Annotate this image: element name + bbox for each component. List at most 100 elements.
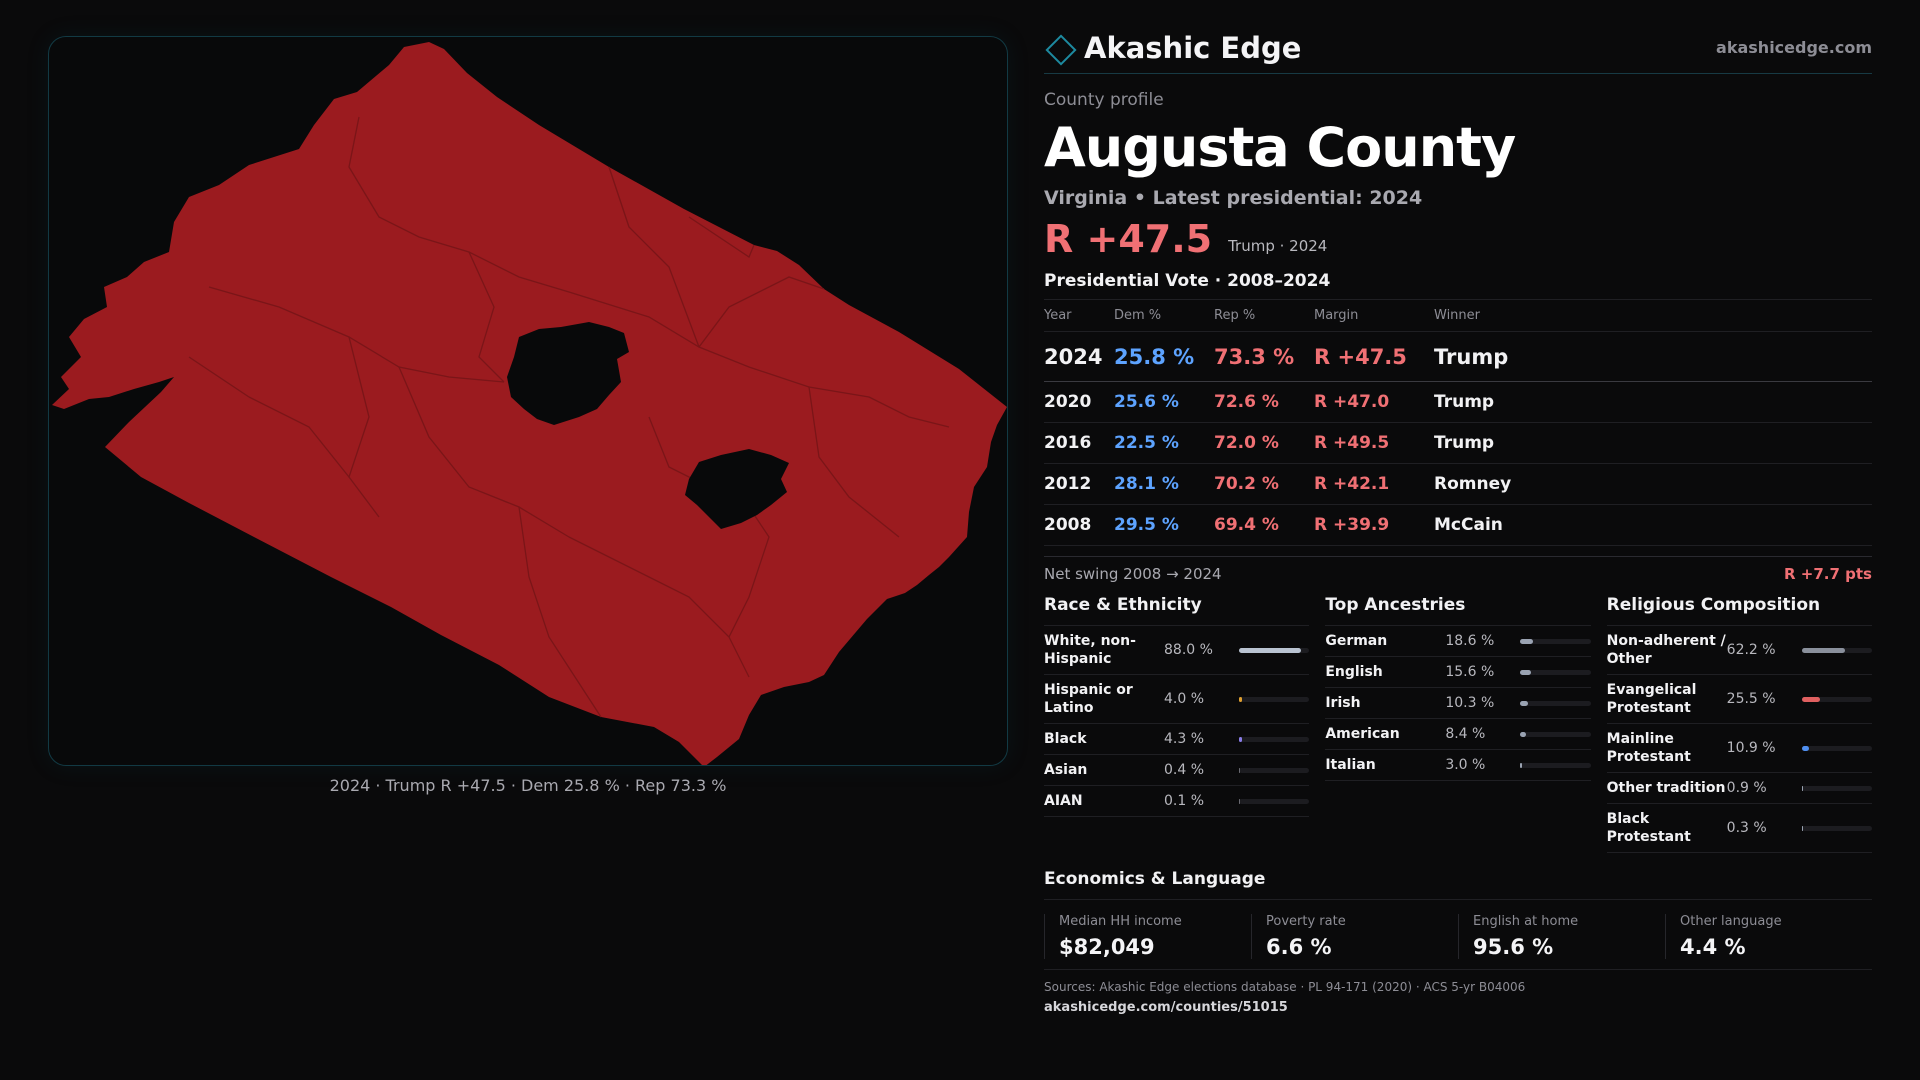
stat-label: German [1325,633,1388,649]
county-map-svg [52,42,1007,765]
stat-card-value: 4.4 % [1680,935,1746,959]
stat-value: 10.3 % [1445,695,1495,711]
stat-card: Poverty rate 6.6 % [1251,914,1458,959]
vote-section-title: Presidential Vote · 2008–2024 [1044,271,1331,291]
net-swing: Net swing 2008 → 2024 R +7.7 pts [1044,556,1872,583]
vote-table-header: Year Dem % Rep % Margin Winner [1044,299,1872,332]
col-year: Year [1044,299,1114,332]
cell-year: 2016 [1044,422,1114,464]
stat-value: 0.4 % [1164,762,1205,778]
stat-label: Irish [1325,695,1361,711]
stat-bar-fill [1520,669,1532,675]
stat-value: 10.9 % [1726,740,1776,756]
stat-bar-fill [1239,647,1301,653]
map-caption: 2024 · Trump R +47.5 · Dem 25.8 % · Rep … [329,776,727,795]
stat-label: Other tradition [1606,780,1726,796]
stat-value: 4.3 % [1164,731,1205,747]
stat-value: 25.5 % [1726,691,1776,707]
stat-row: Hispanic or Latino 4.0 % [1044,675,1310,724]
stat-row: Asian 0.4 % [1044,755,1310,786]
stat-label: American [1325,726,1400,742]
stat-card-label: Median HH income [1059,914,1182,929]
race-rows: White, non-Hispanic 88.0 % Hispanic or Lat… [1044,626,1310,817]
col-dem: Dem % [1114,299,1214,332]
stat-row: Mainline Protestant 10.9 % [1606,724,1872,773]
stat-value: 15.6 % [1445,664,1495,680]
stat-row: White, non-Hispanic 88.0 % [1044,626,1310,675]
county-map [48,36,1008,766]
stat-row: English 15.6 % [1325,657,1591,688]
stat-row: Black Protestant 0.3 % [1606,804,1872,853]
demographics: Race & Ethnicity White, non-Hispanic 88.0… [1044,595,1872,853]
ancestry-section: Top Ancestries German 18.6 % English 15.6 %… [1325,595,1591,853]
cell-winner: Trump [1434,422,1872,464]
stat-row: Irish 10.3 % [1325,688,1591,719]
stat-bar-fill [1239,696,1242,702]
stat-card-label: English at home [1473,914,1579,929]
table-row: 2016 22.5 % 72.0 % R +49.5 Trump [1044,422,1872,464]
stat-bar-track [1801,647,1872,653]
stat-value: 3.0 % [1445,757,1486,773]
independent-city-staunton [507,322,629,425]
brand-url[interactable]: akashicedge.com [1716,38,1872,57]
cell-winner: Trump [1434,381,1872,423]
stat-bar-fill [1520,731,1527,737]
stat-label: Mainline Protestant [1606,731,1691,765]
table-row: 2012 28.1 % 70.2 % R +42.1 Romney [1044,463,1872,505]
stat-value: 0.1 % [1164,793,1205,809]
headline-result: R +47.5 Trump · 2024 [1044,217,1872,261]
cell-rep: 70.2 % [1214,463,1314,505]
cell-year: 2008 [1044,504,1114,546]
stat-value: 4.0 % [1164,691,1205,707]
stat-value: 62.2 % [1726,642,1776,658]
stat-bar-fill [1801,696,1820,702]
cell-winner: Trump [1434,331,1872,382]
stat-card-value: 6.6 % [1266,935,1332,959]
stat-bar-fill [1239,767,1241,773]
cell-rep: 72.6 % [1214,381,1314,423]
stat-label: White, non-Hispanic [1044,633,1136,667]
stat-card: English at home 95.6 % [1458,914,1665,959]
stat-label: Hispanic or Latino [1044,682,1133,716]
cell-rep: 69.4 % [1214,504,1314,546]
stat-bar-track [1801,825,1872,831]
stat-row: Non-adherent / Other 62.2 % [1606,626,1872,675]
race-title: Race & Ethnicity [1044,595,1310,626]
cell-year: 2020 [1044,381,1114,423]
religion-rows: Non-adherent / Other 62.2 % Evangelical Pr… [1606,626,1872,853]
cell-dem: 28.1 % [1114,463,1214,505]
stat-row: Evangelical Protestant 25.5 % [1606,675,1872,724]
district-lines [188,116,950,718]
stat-bar-track [1801,785,1872,791]
stat-bar-fill [1801,825,1803,831]
economics-cards: Median HH income $82,049 Poverty rate 6.… [1044,914,1872,970]
stat-value: 88.0 % [1164,642,1213,658]
source-link[interactable]: akashicedge.com/counties/51015 [1044,1000,1288,1015]
stat-label: Asian [1044,762,1088,778]
stat-bar-fill [1801,745,1810,751]
cell-margin: R +47.0 [1314,381,1434,423]
stat-bar-track [1520,731,1591,737]
stat-label: Black Protestant [1606,811,1691,845]
headline-margin: R +47.5 [1044,217,1213,261]
stat-row: Other tradition 0.9 % [1606,773,1872,804]
stat-card-value: $82,049 [1059,935,1155,959]
stat-bar-track [1520,638,1591,644]
brand-header: Akashic Edge akashicedge.com [1044,30,1872,74]
stat-bar-track [1801,696,1872,702]
brand-name: Akashic Edge [1084,30,1302,65]
religion-section: Religious Composition Non-adherent / Oth… [1606,595,1872,853]
stat-card: Median HH income $82,049 [1044,914,1251,959]
stat-card-label: Other language [1680,914,1782,929]
stat-bar-fill [1801,647,1846,653]
cell-rep: 73.3 % [1214,331,1314,382]
stat-bar-fill [1239,798,1241,804]
independent-city-waynesboro [685,449,789,529]
stat-bar-track [1520,669,1591,675]
stat-bar-track [1239,767,1310,773]
stat-row: American 8.4 % [1325,719,1591,750]
swing-label: Net swing 2008 → 2024 [1044,565,1222,583]
cell-winner: McCain [1434,504,1872,546]
cell-margin: R +47.5 [1314,331,1434,382]
religion-title: Religious Composition [1606,595,1872,626]
